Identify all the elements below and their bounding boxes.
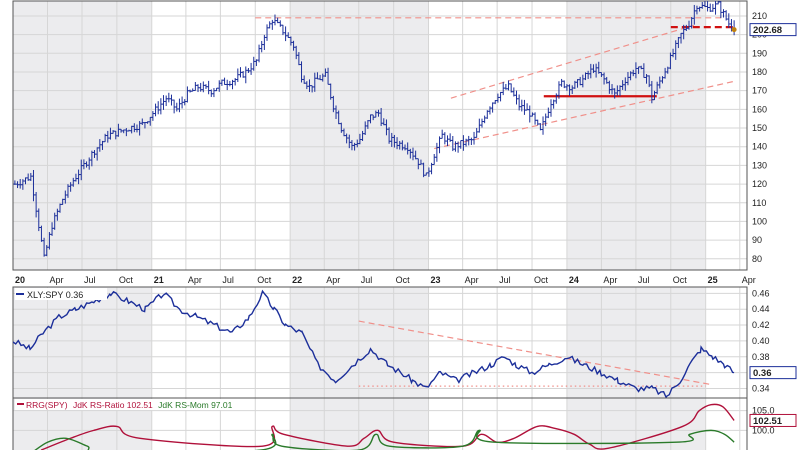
x-tick-label: Jul: [638, 275, 650, 285]
y-tick-label: 0.40: [752, 336, 770, 346]
last-value-box: [749, 23, 797, 37]
x-tick-label: Oct: [119, 275, 134, 285]
y-tick-label: 110: [752, 198, 766, 208]
y-tick-label: 105.0: [752, 406, 775, 416]
x-tick-label: Jul: [222, 275, 234, 285]
x-tick-label: Oct: [534, 275, 549, 285]
y-tick-label: 0.46: [752, 288, 770, 298]
y-tick-label: 0.34: [752, 383, 770, 393]
y-tick-label: 180: [752, 67, 767, 77]
y-tick-label: 210: [752, 11, 767, 21]
rrg-panel-frame: [12, 397, 748, 450]
x-axis: 20 Apr Jul Oct 21 Apr Jul Oct 22 Apr Jul Oct 23 Apr Ju…: [15, 275, 756, 285]
rrg-legend-title: RRG(SPY): [26, 400, 68, 410]
last-value-box: [749, 366, 797, 380]
svg-text:RRG(SPY) JdK RS-Ratio 10: RRG(SPY) JdK RS-Ratio 102.51 JdK RS-Mom …: [26, 400, 233, 410]
x-tick-label: Oct: [257, 275, 272, 285]
annotation-line: [450, 24, 695, 99]
rrg-legend-bg: [15, 399, 243, 410]
ratio-legend-bg: [15, 288, 107, 300]
year-band: [290, 287, 429, 398]
y-tick-label: 80: [752, 254, 762, 264]
x-tick-label: Apr: [188, 275, 202, 285]
x-tick-label: 20: [15, 275, 25, 285]
y-tick-label: 160: [752, 104, 767, 114]
last-price-marker: [731, 27, 737, 33]
ratio-legend: XLY:SPY 0.36: [27, 290, 83, 300]
x-tick-label: 23: [431, 275, 441, 285]
rs-momentum-line: [34, 429, 735, 450]
last-value-label: 0.36: [753, 368, 772, 379]
x-tick-label: Apr: [326, 275, 340, 285]
x-tick-label: Jul: [361, 275, 373, 285]
y-tick-label: 140: [752, 142, 767, 152]
x-tick-label: Oct: [396, 275, 411, 285]
year-band: [290, 1, 429, 270]
x-tick-label: Apr: [742, 275, 756, 285]
annotation-line: [434, 80, 735, 150]
x-tick-label: Apr: [603, 275, 617, 285]
price-panel-frame: [12, 0, 748, 271]
x-tick-label: Oct: [673, 275, 688, 285]
last-value-label: 102.51: [753, 416, 783, 427]
y-tick-label: 170: [752, 86, 767, 96]
rrg-panel: 105.0 100.0 102.51 RRG(SPY) JdK RS-Ratio …: [12, 397, 797, 450]
y-tick-label: 100.0: [752, 425, 775, 435]
x-tick-label: 22: [292, 275, 302, 285]
y-tick-label: 120: [752, 179, 767, 189]
price-panel: 8090100110120130140150160170180190200210…: [12, 0, 797, 271]
last-value-label: 202.68: [753, 25, 782, 36]
y-tick-label: 0.44: [752, 304, 770, 314]
ratio-line: [13, 289, 735, 398]
x-tick-label: Apr: [465, 275, 479, 285]
rrg-legend-ratio: JdK RS-Ratio 102.51: [73, 400, 153, 410]
x-tick-label: Jul: [84, 275, 96, 285]
x-tick-label: Apr: [50, 275, 64, 285]
y-tick-label: 0.42: [752, 320, 770, 330]
x-tick-label: 21: [154, 275, 164, 285]
x-tick-label: 24: [569, 275, 579, 285]
y-tick-label: 100: [752, 216, 767, 226]
y-tick-label: 90: [752, 235, 762, 245]
y-tick-label: 150: [752, 123, 767, 133]
x-tick-label: Jul: [499, 275, 511, 285]
y-tick-label: 190: [752, 48, 767, 58]
ratio-panel: 0.340.360.380.400.420.440.46 0.36 XLY:SP…: [12, 286, 797, 399]
y-tick-label: 130: [752, 160, 767, 170]
last-value-box: [749, 413, 797, 427]
y-tick-label: 0.38: [752, 352, 770, 362]
rrg-legend-mom: JdK RS-Mom 97.01: [158, 400, 232, 410]
x-tick-label: 25: [708, 275, 718, 285]
